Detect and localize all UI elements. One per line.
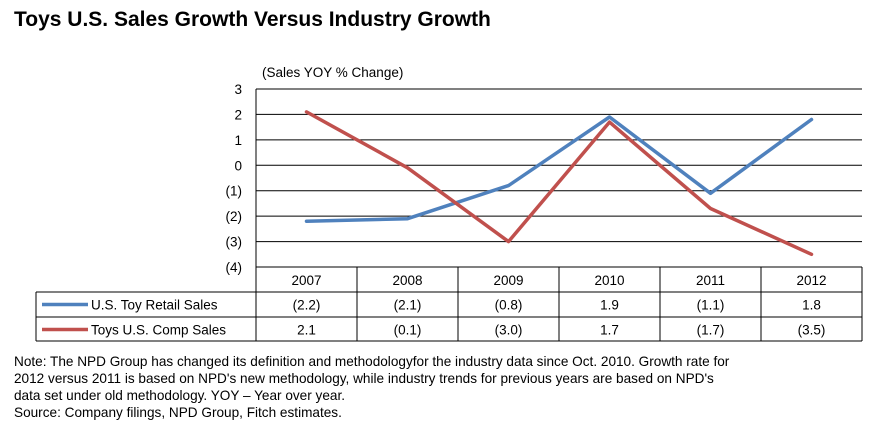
line-chart-with-data-table: (Sales YOY % Change) 3 2 1 0 (1) (2) (3) (4) 2007… [35,65,863,342]
y-tick-label: 3 [234,82,242,97]
footnotes: Note: The NPD Group has changed its defi… [14,353,874,421]
note-line-1: Note: The NPD Group has changed its defi… [14,354,730,369]
source-line: Source: Company filings, NPD Group, Fitc… [14,405,342,420]
y-tick-label: (1) [226,184,243,199]
x-tick-label: 2012 [796,273,826,288]
data-label: (3.5) [798,323,826,338]
y-tick-label: (2) [226,209,243,224]
series-line [304,110,814,257]
y-tick-label: 1 [234,133,242,148]
legend-label: Toys U.S. Comp Sales [91,323,226,338]
x-tick-label: 2008 [392,273,422,288]
x-tick-label: 2007 [291,273,321,288]
note-line-3: data set under old methodology. YOY – Ye… [14,388,346,403]
x-tick-label: 2010 [594,273,624,288]
data-label: (1.1) [697,298,725,313]
note-line-2: 2012 versus 2011 is based on NPD's new m… [14,371,714,386]
data-label: 1.7 [600,323,619,338]
data-label: (2.1) [394,298,422,313]
data-label: (1.7) [697,323,725,338]
data-label: (0.1) [394,323,422,338]
y-tick-label: (3) [226,235,243,250]
y-tick-label: (4) [226,260,243,275]
y-tick-label: 2 [234,107,242,122]
data-label: (3.0) [495,323,523,338]
x-tick-label: 2009 [493,273,523,288]
data-label: 1.9 [600,298,619,313]
y-tick-label: 0 [234,158,242,173]
data-label: (0.8) [495,298,523,313]
data-label: 2.1 [297,323,316,338]
series-line [304,115,814,223]
data-label: (2.2) [293,298,321,313]
legend-label: U.S. Toy Retail Sales [91,298,218,313]
x-tick-label: 2011 [696,273,725,288]
chart-title: Toys U.S. Sales Growth Versus Industry G… [14,8,491,31]
y-axis-label: (Sales YOY % Change) [262,65,403,80]
data-label: 1.8 [802,298,821,313]
